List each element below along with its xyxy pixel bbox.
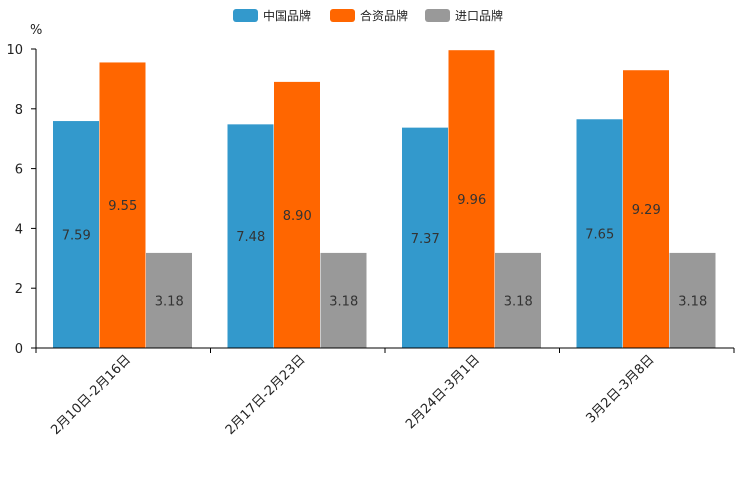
- bar: [448, 50, 495, 349]
- bar-value-label: 9.29: [632, 203, 661, 218]
- legend-label: 合资品牌: [360, 8, 408, 23]
- legend-label: 中国品牌: [263, 8, 311, 23]
- legend-swatch: [233, 9, 258, 22]
- y-tick-label: 2: [15, 282, 23, 297]
- bar-value-label: 3.18: [504, 294, 533, 309]
- bar: [227, 124, 274, 349]
- bar: [320, 252, 367, 348]
- bar-value-label: 7.65: [585, 228, 614, 243]
- bar-value-label: 9.96: [457, 193, 486, 208]
- bar-value-label: 3.18: [329, 294, 358, 309]
- bar: [669, 252, 716, 348]
- bar-value-label: 3.18: [155, 294, 184, 309]
- y-tick-label: 4: [15, 222, 23, 237]
- x-tick-label: 2月24日-3月1日: [403, 352, 483, 432]
- bar-value-label: 7.59: [62, 229, 91, 244]
- bars: 7.59 9.55 3.18 7.48 8.90 3.18 7.37 9.96 3.18 7.65…: [53, 50, 716, 349]
- bar: [99, 62, 146, 349]
- bar: [274, 81, 320, 348]
- bar: [402, 127, 448, 349]
- bar-value-label: 7.37: [411, 232, 440, 247]
- bar-value-label: 7.48: [236, 230, 265, 245]
- legend-swatch: [425, 9, 450, 22]
- legend: 中国品牌 合资品牌 进口品牌: [233, 8, 503, 23]
- bar-value-label: 9.55: [108, 199, 137, 214]
- bar-value-label: 3.18: [678, 294, 707, 309]
- bar: [495, 252, 541, 348]
- legend-swatch: [330, 9, 355, 22]
- x-axis: 2月10日-2月16日 2月17日-2月23日 2月24日-3月1日 3月2日-3月8…: [35, 347, 735, 438]
- bar: [146, 252, 192, 348]
- x-tick-label: 2月17日-2月23日: [223, 352, 309, 438]
- y-tick-label: 6: [15, 163, 23, 178]
- y-tick-label: 8: [15, 103, 23, 118]
- legend-label: 进口品牌: [455, 9, 503, 23]
- bar: [53, 121, 99, 349]
- x-tick-label: 2月10日-2月16日: [48, 352, 134, 438]
- bar-value-label: 8.90: [283, 209, 312, 224]
- y-axis: 0 2 4 6 8 10: [6, 43, 37, 357]
- bar: [623, 70, 669, 348]
- x-tick-label: 3月2日-3月8日: [583, 352, 657, 426]
- y-axis-label: %: [30, 23, 42, 38]
- y-tick-label: 0: [15, 342, 23, 357]
- bar: [576, 119, 623, 348]
- y-tick-label: 10: [6, 43, 23, 58]
